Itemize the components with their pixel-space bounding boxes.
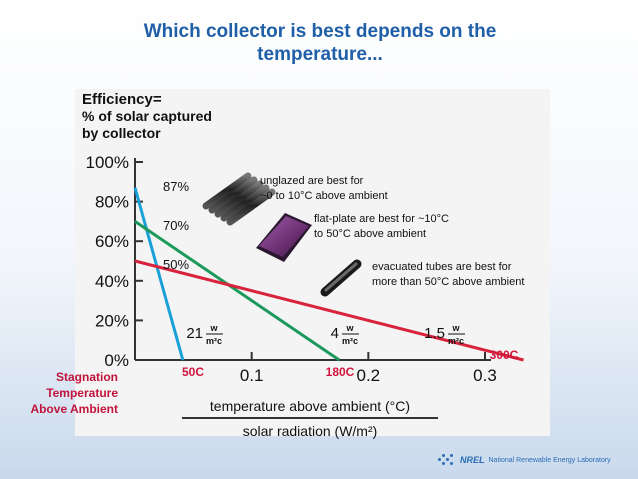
- y-tick-label: 20%: [95, 311, 129, 330]
- x-axis-label-denominator: solar radiation (W/m²): [243, 423, 378, 439]
- collector-note-line: to 50°C above ambient: [314, 228, 426, 240]
- collector-note-line: more than 50°C above ambient: [372, 276, 524, 288]
- slide-title-line2: temperature...: [257, 44, 383, 65]
- y-axis-label-line3: by collector: [82, 125, 161, 141]
- collector-note-line: ~0 to 10°C above ambient: [260, 190, 388, 202]
- footer-logo: NREL National Renewable Energy Laborator…: [438, 452, 611, 468]
- stagnation-label: Stagnation Temperature Above Ambient: [6, 369, 118, 417]
- evacuated-tube-collector-icon: [320, 259, 362, 297]
- flat-plate-collector-icon: [256, 213, 312, 262]
- collector-note-line: unglazed are best for: [260, 175, 364, 187]
- slope-unit-bottom: m²c: [448, 336, 464, 346]
- intercept-label: 70%: [163, 218, 189, 233]
- nrel-logo-icon: [438, 453, 456, 467]
- evacuated-tube-efficiency-line: [134, 259, 524, 362]
- slope-value: 21: [186, 325, 203, 342]
- slope-value: 1.5: [424, 325, 445, 342]
- slope-unit-bottom: m²c: [206, 336, 222, 346]
- stagnation-label-line1: Stagnation: [56, 370, 118, 384]
- y-tick-label: 60%: [95, 232, 129, 251]
- x-axis-label-numerator: temperature above ambient (°C): [210, 398, 410, 414]
- y-axis-label-line2: % of solar captured: [82, 108, 212, 124]
- slide-title: Which collector is best depends on the t…: [60, 20, 580, 66]
- y-tick-label: 0%: [104, 351, 129, 370]
- y-axis-label-line1: Efficiency=: [82, 91, 162, 108]
- x-tick-label: 0.2: [357, 366, 381, 385]
- y-tick-label: 40%: [95, 272, 129, 291]
- intercept-label: 50%: [163, 257, 189, 272]
- stagnation-temp-label: 300C: [490, 348, 519, 362]
- footer-brand: NREL: [460, 455, 485, 465]
- stagnation-label-line3: Above Ambient: [30, 402, 118, 416]
- slope-unit-top: w: [451, 323, 460, 333]
- y-tick-label: 80%: [95, 193, 129, 212]
- footer-lab-name: National Renewable Energy Laboratory: [488, 456, 611, 464]
- unglazed-efficiency-line: [133, 187, 185, 361]
- slope-unit-bottom: m²c: [342, 336, 358, 346]
- stagnation-temp-label: 180C: [326, 365, 355, 379]
- collector-note-line: flat-plate are best for ~10°C: [314, 213, 449, 225]
- chart-panel: [75, 89, 550, 436]
- unglazed-collector-icon: [202, 172, 276, 226]
- stagnation-label-line2: Temperature: [46, 386, 118, 400]
- stagnation-temp-label: 50C: [182, 365, 204, 379]
- y-axis-label: Efficiency= % of solar captured by colle…: [82, 91, 212, 142]
- slide-title-line1: Which collector is best depends on the: [143, 21, 497, 42]
- x-tick-label: 0.3: [473, 366, 497, 385]
- collector-note-line: evacuated tubes are best for: [372, 261, 512, 273]
- slope-unit-top: w: [209, 323, 218, 333]
- flat-plate-efficiency-line: [134, 220, 341, 362]
- slope-unit-top: w: [345, 323, 354, 333]
- intercept-label: 87%: [163, 179, 189, 194]
- x-tick-label: 0.1: [240, 366, 264, 385]
- slope-value: 4: [331, 325, 339, 342]
- y-tick-label: 100%: [86, 153, 129, 172]
